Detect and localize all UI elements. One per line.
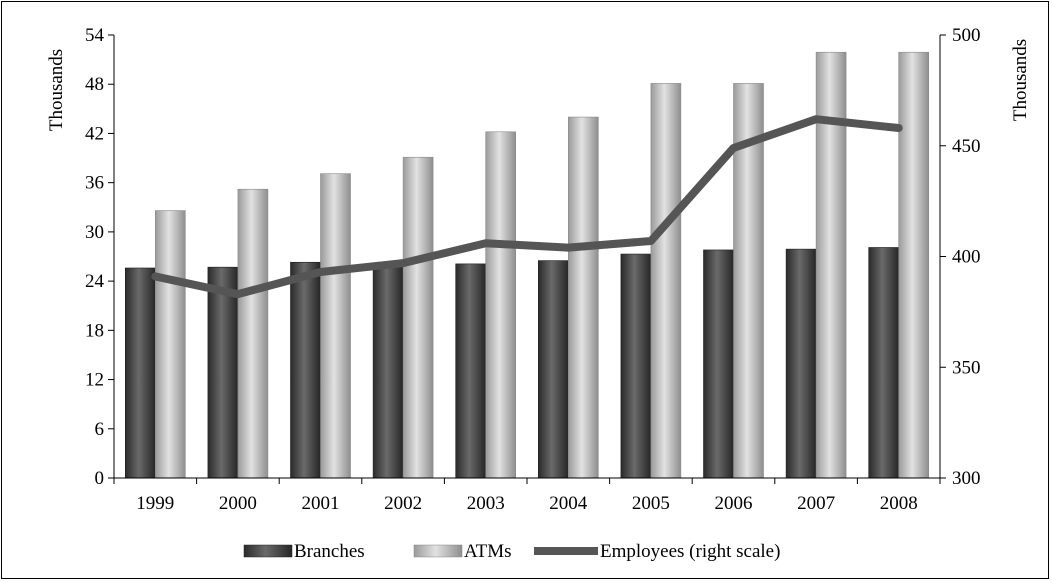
bar-atms-2004 xyxy=(567,116,599,479)
bar-branches-2007 xyxy=(785,248,817,479)
bar-atms-2003 xyxy=(485,131,517,479)
right-tick-label: 500 xyxy=(952,25,981,46)
bar-atms-1999 xyxy=(155,210,186,479)
right-tick-label: 300 xyxy=(952,468,981,489)
legend-swatch-branches xyxy=(243,544,293,558)
left-tick-label: 6 xyxy=(95,419,105,440)
x-tick-label: 2008 xyxy=(880,493,918,514)
bar-atms-2000 xyxy=(237,188,269,479)
bar-branches-2000 xyxy=(207,266,239,479)
left-tick-label: 36 xyxy=(85,173,104,194)
bar-branches-2004 xyxy=(537,260,569,479)
legend-label-atms: ATMs xyxy=(464,541,512,562)
bar-branches-2008 xyxy=(868,247,900,479)
bar-atms-2002 xyxy=(402,156,434,479)
bar-branches-2002 xyxy=(372,264,404,479)
x-tick-label: 2004 xyxy=(549,493,588,514)
left-tick-label: 30 xyxy=(85,222,104,243)
left-tick-label: 54 xyxy=(85,25,105,46)
bar-branches-2001 xyxy=(290,261,321,479)
right-axis-title: Thousands xyxy=(1010,39,1031,121)
axes-layer: 1999 2000 2001 2002 2003 2004 2005 2006 2007 2008… xyxy=(85,25,981,514)
bars-layer xyxy=(125,51,930,479)
x-tick-label: 2000 xyxy=(219,493,257,514)
line-employees xyxy=(151,115,903,299)
left-tick-label: 0 xyxy=(95,468,105,489)
legend-label-branches: Branches xyxy=(294,541,365,562)
right-tick-label: 450 xyxy=(952,136,981,157)
bar-atms-2001 xyxy=(320,173,351,479)
left-tick-label: 18 xyxy=(85,320,104,341)
bar-branches-2005 xyxy=(620,253,652,479)
right-tick-label: 400 xyxy=(952,247,981,268)
legend-swatch-atms xyxy=(413,544,463,558)
left-tick-label: 42 xyxy=(85,123,104,144)
bar-branches-1999 xyxy=(125,267,156,479)
bar-branches-2006 xyxy=(703,249,734,479)
legend-label-employees: Employees (right scale) xyxy=(600,541,780,562)
line-layer xyxy=(151,115,903,299)
bar-atms-2005 xyxy=(650,83,682,479)
left-tick-label: 12 xyxy=(85,370,104,391)
x-tick-label: 2005 xyxy=(632,493,670,514)
bar-branches-2003 xyxy=(455,263,487,479)
x-tick-label: 2007 xyxy=(797,493,835,514)
x-tick-label: 2006 xyxy=(715,493,753,514)
left-axis-title: Thousands xyxy=(46,49,67,131)
left-tick-label: 48 xyxy=(85,74,104,95)
right-tick-label: 350 xyxy=(952,357,981,378)
legend: Branches ATMs Employees (right scale) xyxy=(243,541,780,562)
x-tick-label: 2002 xyxy=(384,493,422,514)
x-tick-label: 2003 xyxy=(467,493,505,514)
left-tick-label: 24 xyxy=(85,271,105,292)
x-tick-label: 1999 xyxy=(136,493,174,514)
x-tick-label: 2001 xyxy=(302,493,340,514)
bar-atms-2008 xyxy=(898,51,930,479)
